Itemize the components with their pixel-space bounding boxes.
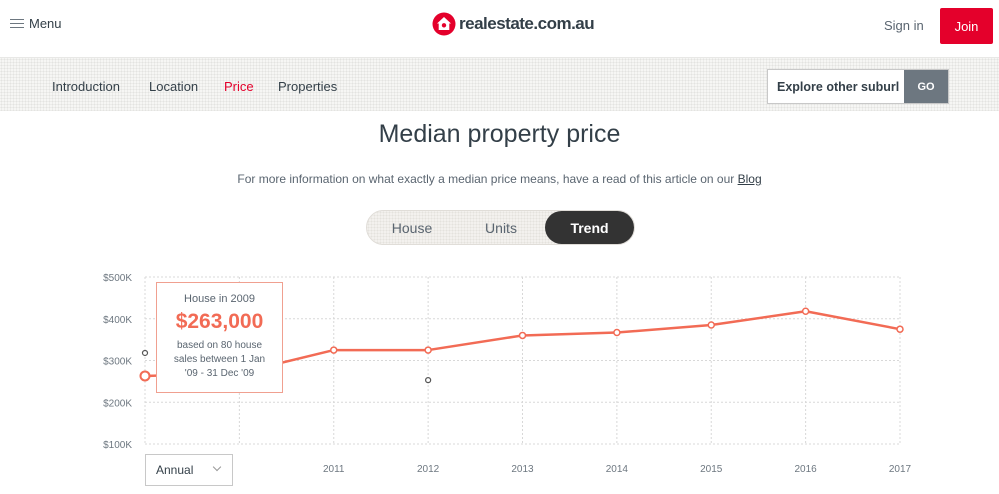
data-point <box>139 370 151 382</box>
property-type-toggle: House Units Trend <box>366 210 635 245</box>
subtitle: For more information on what exactly a m… <box>0 172 999 186</box>
x-tick-label: 2012 <box>417 464 440 475</box>
data-point <box>613 328 621 337</box>
tooltip-description: based on 80 house sales between 1 Jan '0… <box>173 340 266 379</box>
subtitle-text: For more information on what exactly a m… <box>237 172 738 186</box>
y-tick-label: $500K <box>103 273 132 284</box>
site-header: Menu realestate.com.au Sign in Join <box>0 0 999 56</box>
extra-data-point <box>425 377 432 384</box>
x-tick-label: 2016 <box>795 464 818 475</box>
data-point <box>707 321 715 329</box>
nav-price[interactable]: Price <box>224 79 254 94</box>
nav-introduction[interactable]: Introduction <box>52 79 120 94</box>
data-point <box>330 346 338 354</box>
data-point <box>518 331 527 340</box>
extra-data-point <box>141 349 149 357</box>
go-button[interactable]: GO <box>904 70 948 103</box>
nav-location[interactable]: Location <box>149 79 199 94</box>
join-button[interactable]: Join <box>940 8 993 44</box>
section-nav: Introduction Location Price Properties G… <box>0 57 999 111</box>
menu-button[interactable]: Menu <box>10 16 62 31</box>
toggle-units[interactable]: Units <box>485 219 517 236</box>
x-tick-label: 2014 <box>606 464 629 475</box>
y-tick-label: $100K <box>103 440 132 451</box>
y-tick-label: $400K <box>103 315 132 326</box>
explore-suburb-input[interactable] <box>768 70 904 103</box>
x-tick-label: 2013 <box>511 464 534 475</box>
explore-suburb-form: GO <box>767 69 949 104</box>
tooltip-price: $263,000 <box>175 310 264 333</box>
blog-link[interactable]: Blog <box>737 172 762 186</box>
data-point <box>424 346 432 354</box>
data-point <box>896 325 904 333</box>
x-tick-label: 2011 <box>323 464 345 475</box>
chart-tooltip: House in 2009 $263,000 based on 80 house… <box>156 282 283 393</box>
y-tick-label: $200K <box>103 398 132 409</box>
sign-in-link[interactable]: Sign in <box>884 18 924 33</box>
tooltip-title: House in 2009 <box>184 293 255 305</box>
data-point <box>801 307 810 315</box>
x-tick-label: 2017 <box>889 464 912 475</box>
x-tick-label: 2015 <box>700 464 723 475</box>
nav-properties[interactable]: Properties <box>278 79 338 94</box>
page-title: Median property price <box>378 120 621 148</box>
toggle-house[interactable]: House <box>391 219 433 236</box>
toggle-trend[interactable]: Trend <box>545 211 634 244</box>
y-tick-label: $300K <box>103 357 132 368</box>
menu-label: Menu <box>29 16 62 31</box>
period-select-value: Annual <box>156 463 194 477</box>
site-logo[interactable]: realestate.com.au <box>432 12 595 36</box>
logo-text: realestate.com.au <box>459 14 595 33</box>
chevron-down-icon <box>212 462 222 472</box>
period-select[interactable]: Annual <box>145 454 233 486</box>
hamburger-icon <box>10 18 24 29</box>
house-logo-icon <box>432 12 456 36</box>
